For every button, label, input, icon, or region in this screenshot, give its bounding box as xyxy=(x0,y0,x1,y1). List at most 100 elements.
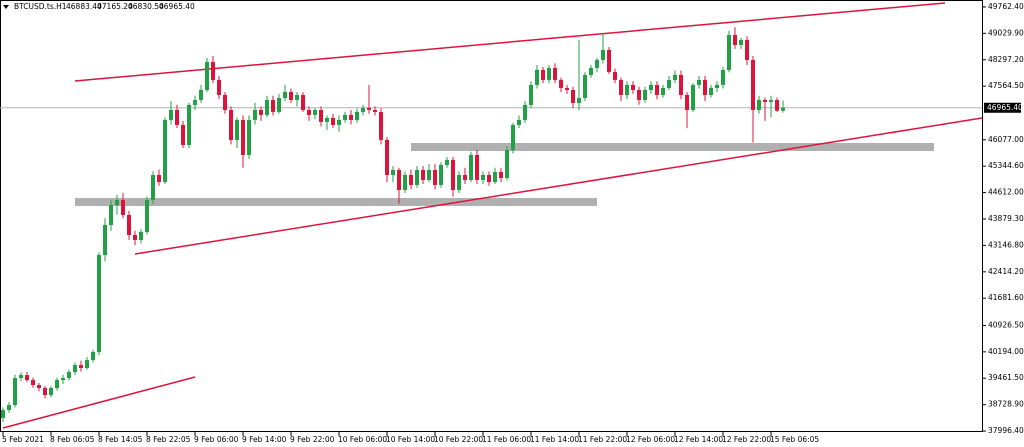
candle-body xyxy=(427,169,431,180)
support-zone xyxy=(75,198,597,206)
candle-body xyxy=(439,164,443,185)
candle-body xyxy=(247,119,251,155)
y-tick-label: 48297.20 xyxy=(988,55,1024,64)
header-value: 46965.40 xyxy=(159,2,195,11)
resistance-zone xyxy=(411,143,934,151)
candle-body xyxy=(643,89,647,100)
candle-body xyxy=(235,119,239,140)
candle-body xyxy=(577,97,581,103)
candle-body xyxy=(199,89,203,100)
candle-body xyxy=(181,124,185,145)
last-price-box xyxy=(984,102,1021,113)
candle-body xyxy=(553,67,557,80)
candle-body xyxy=(49,388,53,396)
candle-body xyxy=(79,365,83,369)
candle-body xyxy=(193,99,197,105)
candle-body xyxy=(523,104,527,120)
candle-body xyxy=(7,405,11,411)
candle-body xyxy=(253,109,257,120)
x-tick-label: 15 Feb 06:05 xyxy=(770,435,819,444)
candle-body xyxy=(31,380,35,386)
candle-body xyxy=(703,79,707,95)
candle-body xyxy=(727,34,731,70)
candle-body xyxy=(367,107,371,110)
candle-body xyxy=(55,380,59,389)
candle-body xyxy=(391,169,395,175)
candle-body xyxy=(613,71,617,80)
symbol-arrow xyxy=(3,5,9,9)
candle-body xyxy=(157,174,161,182)
candle-body xyxy=(697,79,701,85)
candle-body xyxy=(223,94,227,110)
candle-body xyxy=(469,154,473,180)
candle-body xyxy=(511,124,515,150)
y-tick-label: 43879.30 xyxy=(988,214,1024,223)
candle-body xyxy=(655,84,659,95)
candle-body xyxy=(301,94,305,110)
candle-body xyxy=(721,69,725,85)
candle-body xyxy=(385,139,389,175)
candle-body xyxy=(259,109,263,115)
candle-body xyxy=(85,360,89,369)
candle-body xyxy=(175,109,179,125)
candle-body xyxy=(139,231,143,240)
candle-body xyxy=(781,107,785,111)
candle-body xyxy=(313,109,317,115)
y-tick-label: 45344.60 xyxy=(988,161,1024,170)
candle-body xyxy=(637,89,641,100)
candle-body xyxy=(661,87,665,95)
candle-body xyxy=(487,174,491,182)
candle-body xyxy=(73,365,77,373)
x-tick-label: 12 Feb 14:00 xyxy=(674,435,723,444)
candle-body xyxy=(481,174,485,180)
candle-body xyxy=(277,97,281,112)
y-tick-label: 43146.80 xyxy=(988,240,1024,249)
candle-body xyxy=(325,117,329,122)
x-tick-label: 5 Feb 2021 xyxy=(2,435,44,444)
last-price-label: 46965.40 xyxy=(987,103,1023,112)
candle-body xyxy=(43,388,47,396)
y-tick-label: 47564.50 xyxy=(988,81,1024,90)
candle-body xyxy=(337,119,341,125)
candle-body xyxy=(217,79,221,95)
candle-body xyxy=(61,378,65,381)
candle-body xyxy=(709,87,713,95)
candle-body xyxy=(625,84,629,95)
y-tick-label: 46077.00 xyxy=(988,135,1024,144)
x-tick-label: 12 Feb 22:00 xyxy=(722,435,771,444)
candle-body xyxy=(733,34,737,45)
candle-body xyxy=(271,99,275,112)
y-tick-label: 40926.50 xyxy=(988,320,1024,329)
x-tick-label: 11 Feb 22:00 xyxy=(578,435,627,444)
y-tick-label: 41681.60 xyxy=(988,293,1024,302)
candle-body xyxy=(739,39,743,45)
candle-body xyxy=(421,169,425,180)
candle-body xyxy=(307,109,311,115)
candle-body xyxy=(475,154,479,180)
candle-body xyxy=(169,109,173,120)
x-tick-label: 10 Feb 06:00 xyxy=(338,435,387,444)
candle-body xyxy=(415,169,419,185)
candle-body xyxy=(331,117,335,125)
candle-body xyxy=(667,79,671,88)
x-tick-label: 10 Feb 14:00 xyxy=(386,435,435,444)
y-tick-label: 49762.40 xyxy=(988,2,1024,11)
candle-body xyxy=(151,174,155,201)
candle-body xyxy=(607,49,611,72)
x-tick-label: 12 Feb 06:00 xyxy=(626,435,675,444)
x-tick-label: 8 Feb 14:05 xyxy=(98,435,143,444)
candle-body xyxy=(97,255,101,353)
candle-body xyxy=(319,109,323,122)
x-tick-label: 9 Feb 14:00 xyxy=(242,435,287,444)
candle-body xyxy=(433,169,437,185)
candle-body xyxy=(691,84,695,110)
y-tick-label: 49029.90 xyxy=(988,28,1024,37)
trend-line xyxy=(74,2,946,82)
candle-body xyxy=(493,171,497,182)
candle-body xyxy=(127,215,131,236)
y-tick-label: 37996.40 xyxy=(988,426,1024,435)
candle-body xyxy=(529,84,533,105)
x-tick-label: 10 Feb 22:00 xyxy=(434,435,483,444)
candle-body xyxy=(163,119,167,182)
